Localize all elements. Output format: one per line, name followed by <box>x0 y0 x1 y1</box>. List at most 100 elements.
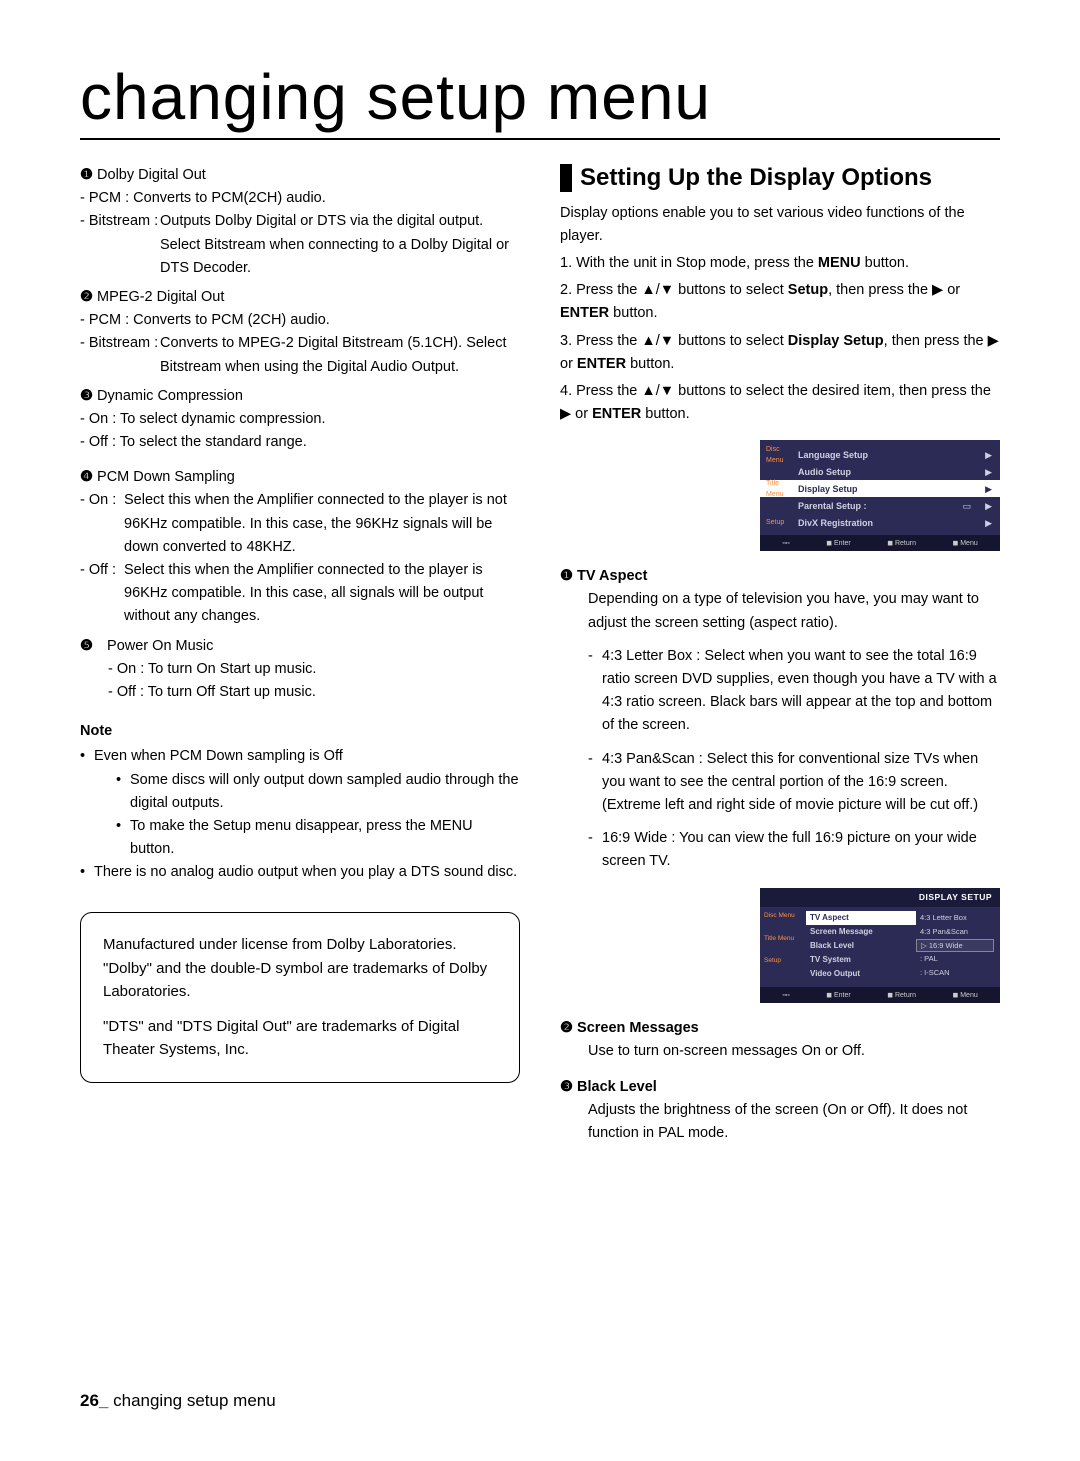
aspect-text: 4:3 Letter Box : Select when you want to… <box>602 645 1000 738</box>
step-text: button. <box>626 356 674 372</box>
legal-box: Manufactured under license from Dolby La… <box>80 912 520 1082</box>
section-bar-icon <box>560 164 572 192</box>
pcm-on-text: Select this when the Amplifier connected… <box>124 489 520 559</box>
step-bold: ENTER <box>592 406 641 422</box>
legal-1: Manufactured under license from Dolby La… <box>103 933 497 1003</box>
note-1a: •Some discs will only output down sample… <box>80 769 520 815</box>
heading-text: Power On Music <box>97 638 213 654</box>
step-text: button. <box>861 255 909 271</box>
number-badge: ❺ <box>80 635 93 658</box>
osd2-right: 4:3 Letter Box 4:3 Pan&Scan ▷ 16:9 Wide … <box>916 911 1000 981</box>
step-text: button. <box>641 406 689 422</box>
aspect-text: 4:3 Pan&Scan : Select this for conventio… <box>602 748 1000 818</box>
step-bold: Display Setup <box>788 333 884 349</box>
number-badge: ❸ <box>80 385 93 408</box>
note-2-text: There is no analog audio output when you… <box>94 861 517 884</box>
osd-setup-menu: Disc Menu Language Setup ▶ Audio Setup ▶… <box>760 440 1000 551</box>
dolby-bitstream: - Bitstream : Outputs Dolby Digital or D… <box>80 210 520 280</box>
heading-text: TV Aspect <box>577 568 647 584</box>
number-badge: ❸ <box>560 1076 573 1099</box>
osd2-mid-row: Video Output <box>806 967 916 981</box>
note-1b-text: To make the Setup menu disappear, press … <box>130 815 520 861</box>
osd-footer: ◦▫◦ ◼ Enter ◼ Return ◼ Menu <box>760 535 1000 551</box>
step-3: 3. Press the ▲/▼ buttons to select Displ… <box>560 330 1000 376</box>
black-level-heading: ❸ Black Level <box>560 1076 1000 1099</box>
osd-display-setup: DISPLAY SETUP Disc Menu Title Menu Setup… <box>760 888 1000 1004</box>
chevron-right-icon: ▶ <box>985 465 992 479</box>
chevron-right-icon: ▶ <box>985 448 992 462</box>
mpeg-bitstream: - Bitstream : Converts to MPEG-2 Digital… <box>80 332 520 378</box>
osd-label: Language Setup <box>798 448 985 462</box>
step-text: 3. Press the ▲/▼ buttons to select <box>560 333 788 349</box>
chevron-right-icon: ▶ <box>985 516 992 530</box>
note-1b: •To make the Setup menu disappear, press… <box>80 815 520 861</box>
pcm-off: - Off : Select this when the Amplifier c… <box>80 559 520 629</box>
intro-text: Display options enable you to set variou… <box>560 202 1000 248</box>
step-text: button. <box>609 305 657 321</box>
number-badge: ❷ <box>560 1017 573 1040</box>
page-title: changing setup menu <box>80 60 1000 140</box>
dyn-on: - On : To select dynamic compression. <box>80 408 520 431</box>
osd2-right-row: 4:3 Letter Box <box>916 911 994 925</box>
osd2-mid-row: TV System <box>806 953 916 967</box>
dolby-bitstream-text: Outputs Dolby Digital or DTS via the dig… <box>160 210 520 280</box>
aspect-panscan: -4:3 Pan&Scan : Select this for conventi… <box>560 748 1000 818</box>
osd2-mid-row: Screen Message <box>806 925 916 939</box>
dolby-heading: ❶ Dolby Digital Out <box>80 164 520 187</box>
step-2: 2. Press the ▲/▼ buttons to select Setup… <box>560 279 1000 325</box>
osd2-footer: ◦▫◦ ◼ Enter ◼ Return ◼ Menu <box>760 987 1000 1003</box>
section-title: Setting Up the Display Options <box>580 164 932 192</box>
black-level-text: Adjusts the brightness of the screen (On… <box>560 1099 1000 1145</box>
note-1: •Even when PCM Down sampling is Off <box>80 745 520 768</box>
osd-nav-icon: ◦▫◦ <box>782 990 789 1001</box>
osd-label: Audio Setup <box>798 465 985 479</box>
osd-icon-label: Disc Menu <box>766 444 798 466</box>
osd2-left-item: Disc Menu <box>764 911 806 921</box>
step-1: 1. With the unit in Stop mode, press the… <box>560 252 1000 275</box>
page-number: 26 <box>80 1391 99 1410</box>
heading-text: MPEG-2 Digital Out <box>97 289 224 305</box>
power-on: - On : To turn On Start up music. <box>80 658 520 681</box>
footer-text: changing setup menu <box>108 1391 275 1410</box>
osd-label: Display Setup <box>798 482 985 496</box>
aspect-text: 16:9 Wide : You can view the full 16:9 p… <box>602 827 1000 873</box>
page-footer: 26_ changing setup menu <box>80 1391 276 1411</box>
osd-icon-label: Setup <box>766 517 798 528</box>
osd-footer-item: ◼ Enter <box>826 538 851 549</box>
step-text: 1. With the unit in Stop mode, press the <box>560 255 818 271</box>
pcm-off-text: Select this when the Amplifier connected… <box>124 559 520 629</box>
aspect-wide: -16:9 Wide : You can view the full 16:9 … <box>560 827 1000 873</box>
osd2-right-row: 4:3 Pan&Scan <box>916 925 994 939</box>
osd-footer-item: ◼ Return <box>887 990 916 1001</box>
osd-footer-item: ◼ Enter <box>826 990 851 1001</box>
power-heading: ❺ Power On Music <box>80 635 520 658</box>
screen-msg-text: Use to turn on-screen messages On or Off… <box>560 1040 1000 1063</box>
section-heading: Setting Up the Display Options <box>560 164 1000 192</box>
tv-aspect-intro: Depending on a type of television you ha… <box>560 588 1000 634</box>
right-column: Setting Up the Display Options Display o… <box>560 164 1000 1145</box>
osd-label: DivX Registration <box>798 516 985 530</box>
osd-icon-label: Title Menu <box>766 478 798 500</box>
dyn-off: - Off : To select the standard range. <box>80 431 520 454</box>
step-4: 4. Press the ▲/▼ buttons to select the d… <box>560 380 1000 426</box>
osd-row: Setup DivX Registration ▶ <box>760 514 1000 531</box>
pcm-heading: ❹ PCM Down Sampling <box>80 466 520 489</box>
osd-row: Disc Menu Language Setup ▶ <box>760 446 1000 463</box>
step-bold: Setup <box>788 282 828 298</box>
osd2-mid: TV Aspect Screen Message Black Level TV … <box>806 911 916 981</box>
aspect-letterbox: -4:3 Letter Box : Select when you want t… <box>560 645 1000 738</box>
heading-text: PCM Down Sampling <box>97 469 235 485</box>
osd-footer-item: ◼ Menu <box>952 538 977 549</box>
osd2-right-row: ▷ 16:9 Wide <box>916 939 994 952</box>
heading-text: Black Level <box>577 1079 657 1095</box>
note-1-text: Even when PCM Down sampling is Off <box>94 745 343 768</box>
content-columns: ❶ Dolby Digital Out - PCM : Converts to … <box>80 164 1000 1145</box>
tv-aspect-heading: ❶ TV Aspect <box>560 565 1000 588</box>
underscore: _ <box>99 1391 108 1410</box>
step-text: 2. Press the ▲/▼ buttons to select <box>560 282 788 298</box>
mpeg-pcm: - PCM : Converts to PCM (2CH) audio. <box>80 309 520 332</box>
number-badge: ❷ <box>80 286 93 309</box>
step-bold: ENTER <box>577 356 626 372</box>
chat-icon: ▭ <box>963 499 972 513</box>
osd2-title: DISPLAY SETUP <box>760 888 1000 908</box>
